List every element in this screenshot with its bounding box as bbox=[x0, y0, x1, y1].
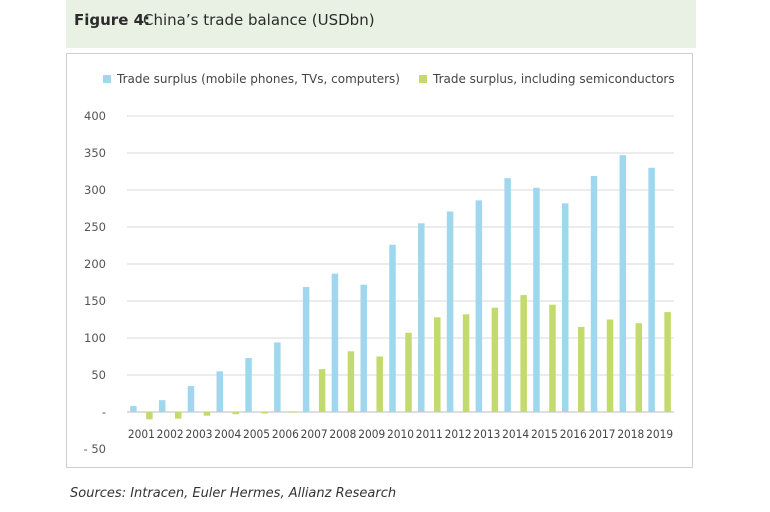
bar-series2-2007 bbox=[318, 369, 326, 412]
y-tick-label: 100 bbox=[84, 331, 106, 345]
bar-series1-2016 bbox=[561, 203, 569, 412]
x-tick-label-2010: 2010 bbox=[387, 427, 414, 441]
y-tick-label: 300 bbox=[84, 183, 106, 197]
bar-series1-2010 bbox=[389, 244, 396, 412]
bar-series2-2013 bbox=[491, 307, 499, 412]
figure-number: Figure 4: bbox=[74, 11, 151, 29]
y-axis: 400 350 300 250 200 150 100 50 - - 50 bbox=[84, 109, 106, 456]
figure-title: China’s trade balance (USDbn) bbox=[143, 11, 375, 29]
chart-legend: Trade surplus (mobile phones, TVs, compu… bbox=[103, 72, 675, 86]
bar-series2-2009 bbox=[376, 356, 383, 412]
source-note: Sources: Intracen, Euler Hermes, Allianz… bbox=[70, 486, 397, 501]
x-tick-label-2007: 2007 bbox=[301, 427, 328, 441]
bar-series2-2003 bbox=[203, 412, 211, 416]
bar-series1-2009 bbox=[360, 284, 367, 412]
bar-series2-2012 bbox=[462, 314, 470, 412]
x-tick-label-2002: 2002 bbox=[157, 427, 184, 441]
x-tick-label-2013: 2013 bbox=[473, 427, 500, 441]
y-tick-label: 150 bbox=[84, 294, 106, 308]
y-tick-label: 50 bbox=[91, 368, 106, 382]
x-tick-label-2018: 2018 bbox=[617, 427, 644, 441]
figure-header: Figure 4: China’s trade balance (USDbn) bbox=[66, 0, 696, 48]
y-tick-label: 250 bbox=[84, 220, 106, 234]
x-tick-label-2016: 2016 bbox=[560, 427, 587, 441]
bar-series1-2004 bbox=[216, 371, 224, 412]
bar-series2-2011 bbox=[434, 317, 441, 412]
x-tick-label-2009: 2009 bbox=[358, 427, 385, 441]
x-tick-label-2001: 2001 bbox=[128, 427, 155, 441]
x-tick-label-2011: 2011 bbox=[416, 427, 443, 441]
legend-swatch-2 bbox=[419, 75, 427, 83]
x-tick-label-2003: 2003 bbox=[185, 427, 212, 441]
bar-series2-2015 bbox=[549, 304, 556, 412]
bar-series2-2010 bbox=[405, 332, 412, 412]
y-tick-label: 400 bbox=[84, 109, 106, 123]
bar-series1-2005 bbox=[245, 357, 252, 412]
bar-series1-2001 bbox=[130, 406, 137, 412]
bar-series2-2008 bbox=[347, 351, 355, 412]
bar-series2-2018 bbox=[635, 323, 643, 412]
bar-series2-2014 bbox=[520, 295, 527, 412]
bar-series2-2016 bbox=[577, 326, 585, 412]
y-tick-label: 350 bbox=[84, 146, 106, 160]
y-tick-label: - 50 bbox=[84, 442, 106, 456]
y-tick-label: 200 bbox=[84, 257, 106, 271]
legend-label-1: Trade surplus (mobile phones, TVs, compu… bbox=[116, 72, 400, 86]
chart-bars bbox=[130, 155, 671, 420]
legend-swatch-1 bbox=[103, 75, 111, 83]
bar-series1-2006 bbox=[274, 342, 281, 412]
legend-label-2: Trade surplus, including semiconductors bbox=[432, 72, 675, 86]
bar-series2-2006 bbox=[290, 412, 297, 413]
bar-series2-2002 bbox=[174, 412, 182, 419]
bar-series1-2003 bbox=[187, 386, 195, 412]
bar-series1-2019 bbox=[648, 167, 655, 412]
x-tick-label-2008: 2008 bbox=[329, 427, 356, 441]
bar-series1-2007 bbox=[302, 286, 310, 412]
x-tick-label-2006: 2006 bbox=[272, 427, 299, 441]
x-tick-label-2017: 2017 bbox=[589, 427, 616, 441]
x-axis: 2001 2002 2003 2004 2005 2006 2007 2008 2009 2010… bbox=[128, 427, 673, 441]
bar-series1-2012 bbox=[446, 211, 454, 412]
bar-series2-2017 bbox=[606, 319, 614, 412]
bar-series1-2013 bbox=[475, 200, 483, 412]
bar-series2-2005 bbox=[261, 412, 268, 414]
bar-series1-2015 bbox=[533, 187, 540, 412]
bar-series1-2017 bbox=[590, 175, 598, 412]
x-tick-label-2004: 2004 bbox=[214, 427, 241, 441]
bar-series1-2014 bbox=[504, 178, 511, 412]
bar-series2-2004 bbox=[232, 412, 240, 415]
x-tick-label-2015: 2015 bbox=[531, 427, 558, 441]
x-tick-label-2005: 2005 bbox=[243, 427, 270, 441]
bar-series2-2019 bbox=[664, 312, 671, 412]
x-tick-label-2014: 2014 bbox=[502, 427, 529, 441]
bar-series1-2008 bbox=[331, 273, 339, 412]
bar-series1-2011 bbox=[418, 223, 425, 412]
x-tick-label-2019: 2019 bbox=[646, 427, 673, 441]
bar-series2-2001 bbox=[146, 412, 153, 420]
y-tick-label: - bbox=[102, 405, 106, 419]
x-tick-label-2012: 2012 bbox=[445, 427, 472, 441]
bar-series1-2018 bbox=[619, 155, 627, 412]
bar-series1-2002 bbox=[158, 400, 166, 412]
